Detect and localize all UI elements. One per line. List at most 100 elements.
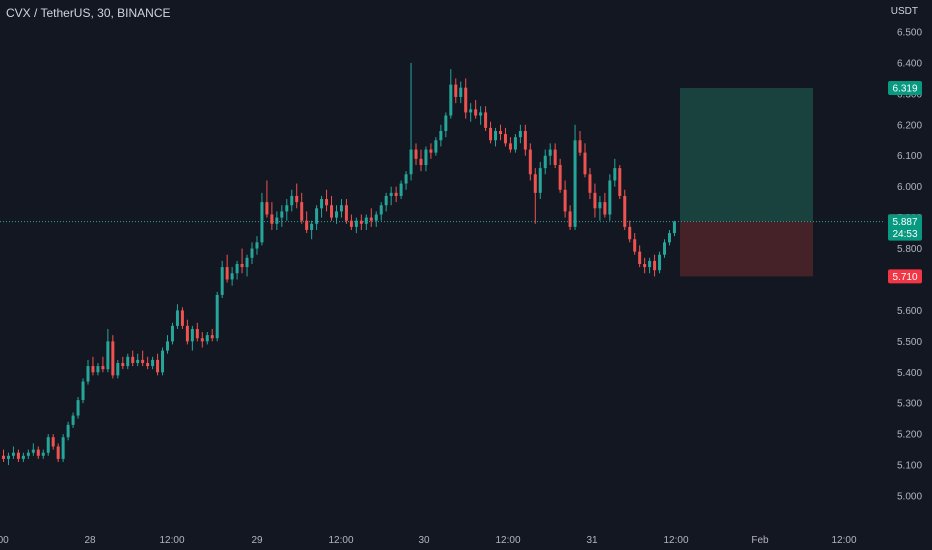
candle-body [230, 273, 234, 280]
candle-body [339, 205, 343, 212]
candle [71, 412, 75, 428]
candle-body [36, 449, 40, 456]
candlestick-series [2, 62, 676, 466]
candle-body [270, 214, 274, 224]
candle-body [484, 112, 488, 128]
symbol-title[interactable]: CVX / TetherUS, 30, BINANCE [6, 6, 171, 20]
candle-body [190, 328, 194, 342]
candle [389, 186, 393, 206]
profit-target-tag-value: 6.319 [892, 83, 917, 94]
candle [235, 260, 239, 280]
candle-body [156, 359, 160, 373]
candle [330, 195, 334, 221]
candle-body [494, 130, 498, 141]
candle-body [394, 192, 398, 196]
candle [454, 78, 458, 104]
x-tick-label: 31 [586, 535, 598, 546]
candle [300, 192, 304, 224]
candle [349, 214, 353, 230]
candle [166, 335, 170, 354]
candle-body [255, 242, 259, 249]
candle-body [225, 267, 229, 280]
candle [499, 124, 502, 141]
candle [121, 356, 125, 370]
candle-body [330, 205, 334, 218]
currency-unit: USDT [890, 6, 918, 17]
candle-body [180, 310, 184, 326]
candle-body [528, 149, 532, 175]
candle [339, 199, 343, 218]
candle [404, 171, 408, 190]
candle-body [344, 205, 348, 221]
candle [379, 202, 383, 221]
candle [81, 378, 85, 404]
candle-body [628, 226, 632, 240]
candle [76, 397, 80, 419]
candle [424, 146, 428, 172]
candle-body [151, 359, 155, 367]
candle-body [658, 254, 662, 271]
candle [494, 127, 498, 147]
time-axis[interactable]: 2:00 28 12:00 29 12:00 30 12:00 31 12:00 Feb 12:00 [0, 535, 857, 546]
candle [136, 353, 140, 367]
y-tick-label: 5.400 [897, 368, 922, 379]
candle-body [568, 211, 572, 227]
candle-body [320, 199, 324, 209]
x-tick-label: 28 [84, 535, 96, 546]
candle-body [454, 84, 458, 97]
candle-body [414, 149, 418, 159]
candle [344, 199, 348, 224]
candle-body [56, 446, 60, 459]
candle-body [295, 195, 299, 203]
candle [469, 103, 473, 122]
candle [320, 195, 324, 218]
candle-body [379, 205, 383, 215]
candle [613, 158, 617, 187]
candle [548, 143, 552, 166]
candle-body [364, 217, 368, 224]
candle-body [419, 158, 423, 166]
candle-body [175, 310, 179, 326]
candle [374, 211, 378, 227]
candle [255, 236, 259, 255]
candle [603, 192, 607, 218]
candle [11, 446, 15, 459]
x-tick-label: 12:00 [831, 535, 856, 546]
candle-body [2, 455, 5, 459]
candle [354, 217, 358, 234]
price-axis[interactable]: 6.5006.4006.3006.2006.1006.0005.9005.800… [897, 28, 922, 503]
candle [479, 106, 483, 125]
candle-body [141, 359, 145, 363]
candle [230, 267, 234, 286]
y-tick-label: 5.200 [897, 430, 922, 441]
candle-body [106, 341, 110, 370]
candle [663, 239, 667, 258]
candle [489, 121, 493, 144]
candle-body [325, 199, 329, 206]
candle [101, 356, 105, 373]
candle-body [623, 195, 627, 227]
candle [86, 359, 90, 385]
candle-body [334, 211, 338, 218]
candle-body [111, 341, 115, 376]
last-price-tag-bg [888, 214, 922, 241]
candle [31, 443, 35, 456]
candle-body [161, 350, 165, 373]
y-tick-label: 6.400 [897, 58, 922, 69]
candle [151, 356, 155, 370]
candle-body [86, 366, 90, 382]
candle-body [523, 130, 527, 150]
x-tick-label: Feb [751, 535, 769, 546]
candle [653, 254, 657, 277]
candle-body [588, 174, 592, 193]
candle [175, 304, 179, 329]
candle-body [170, 325, 174, 342]
candle-body [305, 220, 309, 230]
x-tick-label: 12:00 [328, 535, 353, 546]
candle [205, 332, 209, 345]
candle [444, 112, 448, 138]
candle-body [583, 152, 587, 175]
candle [280, 205, 284, 227]
